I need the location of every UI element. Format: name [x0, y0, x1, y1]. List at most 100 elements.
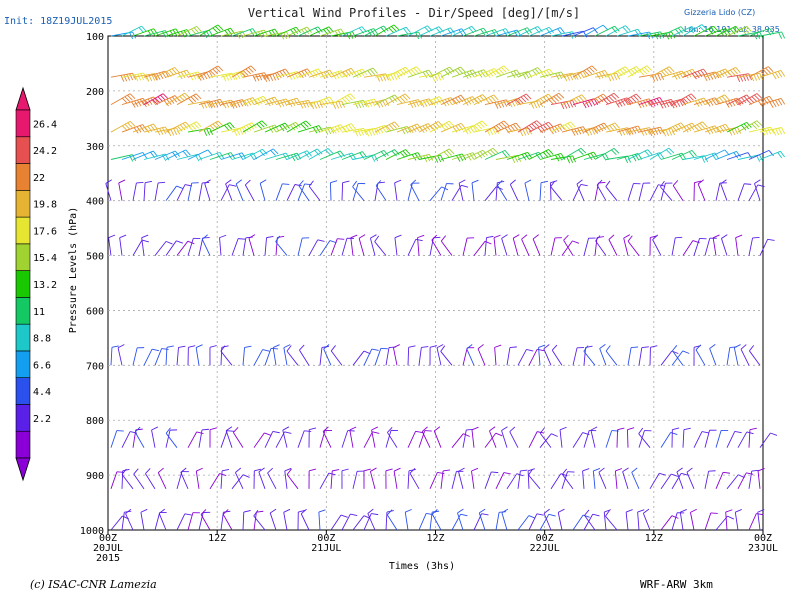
wind-barb	[220, 430, 235, 448]
wind-barb	[484, 471, 499, 489]
wind-barb	[286, 184, 302, 201]
location-name: Gizzeria Lido (CZ)	[684, 8, 755, 17]
wind-barb	[524, 179, 532, 201]
wind-barb	[559, 426, 567, 448]
wind-barb	[737, 72, 764, 82]
wind-barb	[757, 467, 765, 489]
wind-barb	[275, 183, 290, 201]
wind-barb	[385, 510, 394, 531]
wind-barb	[209, 122, 235, 133]
wind-barb	[473, 240, 492, 256]
wind-barb	[286, 26, 312, 37]
wind-barb	[726, 152, 753, 160]
wind-barb	[550, 473, 568, 490]
wind-barb	[672, 345, 684, 366]
wind-barb	[561, 30, 588, 38]
wind-barb	[143, 348, 159, 366]
wind-barb	[451, 433, 470, 448]
wind-barb	[451, 513, 468, 531]
wind-barb	[539, 153, 566, 162]
wind-barb	[322, 426, 332, 448]
wind-barb	[484, 432, 503, 448]
wind-barb	[110, 93, 136, 106]
wind-barb	[198, 428, 210, 448]
wind-barb	[297, 509, 306, 531]
wind-barb	[176, 25, 202, 37]
y-axis-label: Pressure Levels (hPa)	[68, 207, 79, 333]
wind-barb	[748, 184, 765, 201]
wind-barb	[627, 127, 654, 136]
wind-barb	[489, 426, 497, 448]
wind-barb	[176, 345, 186, 366]
wind-barb	[561, 147, 587, 160]
wind-barb	[440, 153, 467, 162]
wind-barb	[308, 69, 335, 80]
wind-barb	[341, 180, 350, 201]
wind-barb	[180, 467, 189, 490]
wind-barb	[572, 347, 585, 366]
wind-barb	[352, 470, 365, 489]
wind-barb	[521, 234, 530, 256]
y-tick-label: 600	[86, 306, 104, 317]
wind-barb	[108, 234, 116, 256]
x-tick-label: 00Z	[754, 533, 772, 544]
wind-barb	[605, 25, 631, 37]
wind-barb	[157, 467, 167, 490]
wind-barb	[528, 513, 544, 531]
wind-barb	[590, 426, 598, 448]
wind-barb	[225, 179, 233, 201]
wind-barb	[264, 431, 280, 448]
wind-barb	[418, 346, 429, 366]
wind-barb	[596, 179, 607, 201]
wind-barb	[165, 149, 191, 160]
wind-barb	[457, 508, 464, 531]
wind-barb	[495, 180, 505, 201]
wind-barb	[341, 513, 358, 531]
wind-barb	[132, 182, 144, 201]
colorbar-label: 4.4	[33, 387, 51, 398]
wind-barb	[690, 508, 697, 531]
wind-barb	[269, 508, 277, 531]
wind-barb	[253, 148, 279, 160]
wind-barb	[187, 237, 201, 256]
x-tick-label: 21JUL	[311, 543, 341, 554]
wind-barb	[132, 347, 145, 366]
wind-barb	[275, 121, 301, 133]
y-tick-label: 100	[86, 32, 104, 43]
wind-barb	[517, 515, 536, 531]
wind-barb	[638, 427, 651, 448]
wind-barb	[330, 238, 345, 256]
wind-barb	[484, 149, 510, 160]
wind-barb	[350, 234, 358, 256]
wind-barb	[734, 508, 742, 531]
wind-barb	[385, 346, 397, 366]
x-tick-label: 22JUL	[530, 543, 560, 554]
wind-barb	[501, 234, 508, 256]
wind-barb	[253, 510, 266, 531]
wind-barb	[584, 509, 596, 531]
wind-barb	[286, 345, 299, 366]
wind-barb	[484, 65, 510, 78]
wind-barb	[209, 27, 236, 37]
wind-barb	[187, 345, 196, 366]
colorbar-segment	[15, 216, 31, 245]
colorbar-label: 8.8	[33, 334, 51, 345]
wind-barb	[187, 127, 214, 136]
wind-barb	[264, 235, 274, 256]
wind-barb	[363, 348, 379, 366]
wind-barb	[283, 344, 291, 366]
wind-barb	[517, 349, 534, 366]
wind-barb	[198, 98, 225, 109]
wind-barb	[528, 93, 554, 106]
wind-barb	[154, 240, 173, 256]
wind-barb	[748, 469, 759, 489]
wind-barb	[726, 474, 745, 490]
model-text: WRF-ARW 3km	[640, 578, 713, 591]
wind-barb	[242, 29, 269, 38]
wind-barb	[671, 122, 697, 133]
wind-barb	[682, 121, 708, 133]
wind-barb	[649, 66, 675, 78]
wind-barb	[594, 25, 620, 37]
wind-barb	[682, 240, 700, 256]
wind-barb	[471, 179, 479, 201]
